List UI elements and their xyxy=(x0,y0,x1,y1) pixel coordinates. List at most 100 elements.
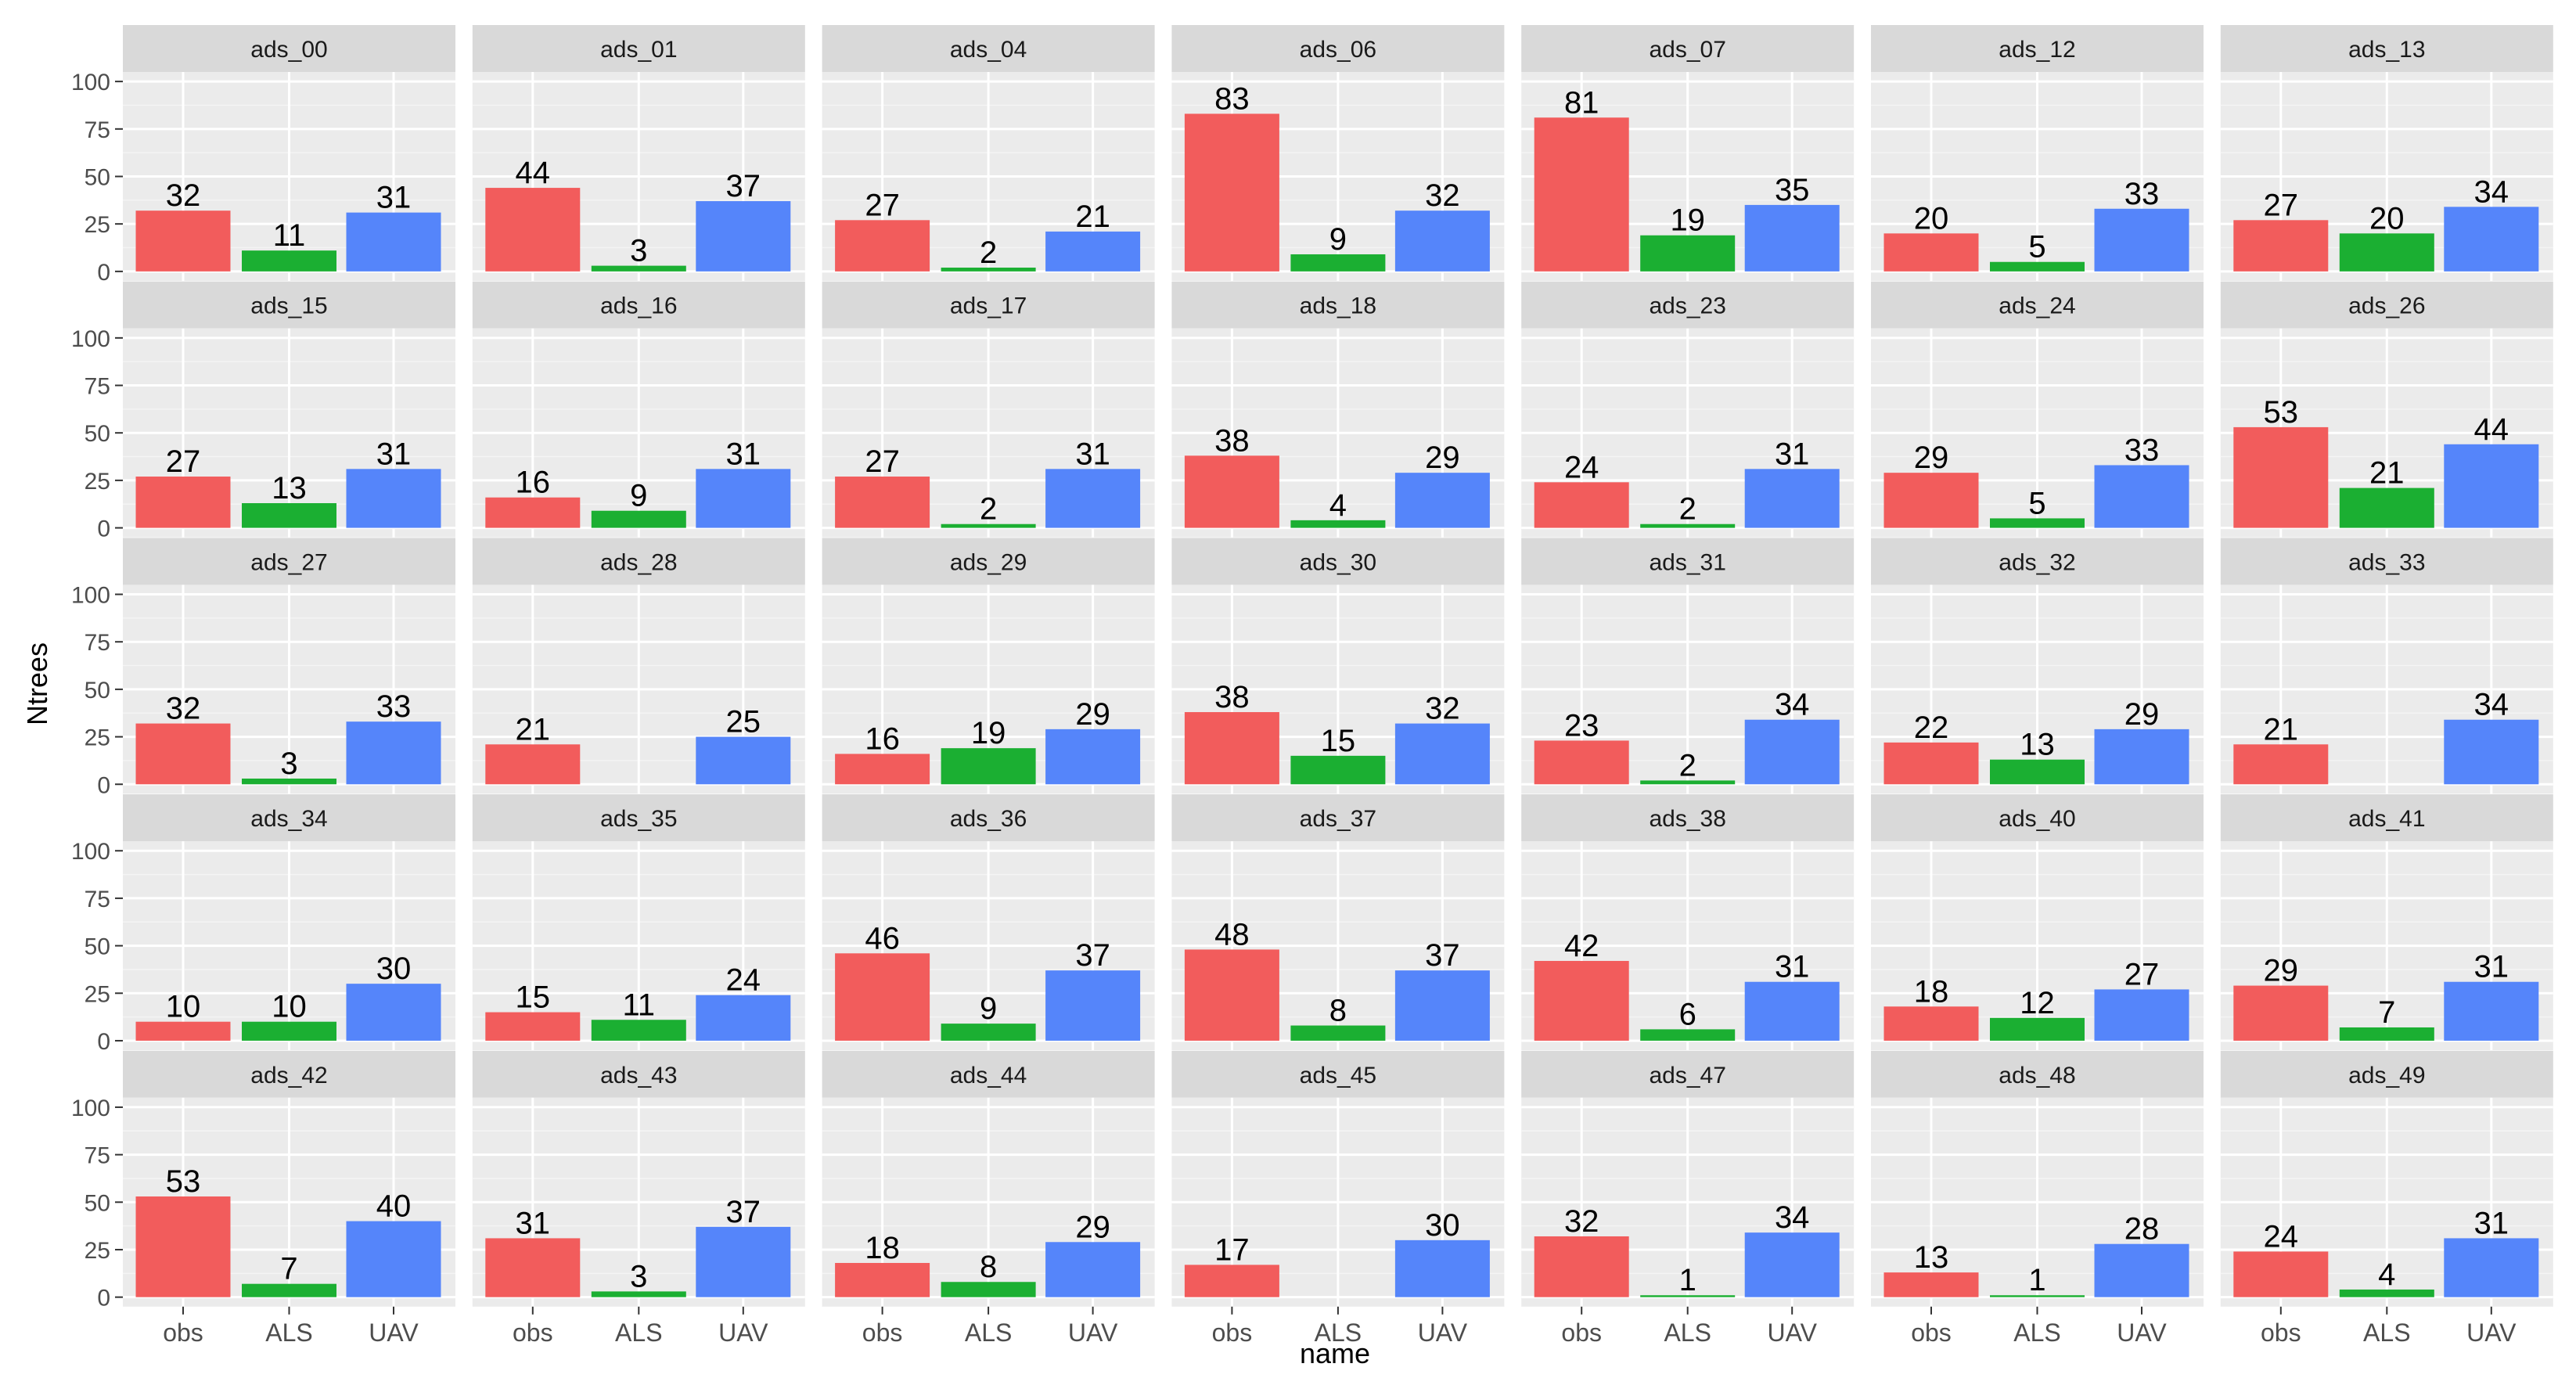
bar-value-label: 33 xyxy=(2124,177,2160,211)
facet-strip xyxy=(822,794,1155,842)
bar-value-label: 27 xyxy=(2264,188,2299,222)
bar-value-label: 9 xyxy=(980,991,997,1026)
bar-value-label: 17 xyxy=(1214,1232,1250,1267)
bar-als xyxy=(1990,518,2085,528)
facet-panel: ads_01 44 3 37 xyxy=(472,25,805,281)
facet-strip xyxy=(822,538,1155,585)
y-tick-label: 50 xyxy=(85,165,110,191)
facet-label: ads_38 xyxy=(1649,806,1725,832)
bar-als xyxy=(1290,254,1386,272)
facet-panel: ads_23 24 2 31 xyxy=(1521,281,1855,538)
facet-strip xyxy=(2220,794,2553,842)
facet-label: ads_44 xyxy=(950,1063,1027,1088)
bar-value-label: 48 xyxy=(1214,917,1250,952)
facet-strip xyxy=(123,538,455,585)
facet-panel: ads_13 27 20 34 xyxy=(2220,25,2553,281)
y-tick-label: 25 xyxy=(85,212,110,238)
bar-uav xyxy=(1394,1239,1490,1297)
bar-value-label: 16 xyxy=(516,466,551,500)
facet-strip xyxy=(2220,25,2553,72)
facet-panel: ads_45 17 30 xyxy=(1171,1050,1505,1307)
y-tick-label: 75 xyxy=(85,117,110,143)
bar-value-label: 1 xyxy=(1679,1263,1696,1297)
bar-value-label: 31 xyxy=(1775,950,1810,984)
facet-panel: ads_44 18 8 29 xyxy=(822,1050,1155,1307)
facet-label: ads_30 xyxy=(1300,549,1376,575)
bar-uav xyxy=(1394,473,1490,528)
bar-als xyxy=(1640,780,1736,785)
facet-label: ads_42 xyxy=(250,1063,327,1088)
bar-value-label: 21 xyxy=(516,712,551,747)
facet-strip xyxy=(2220,538,2553,585)
bar-value-label: 27 xyxy=(865,444,900,479)
x-tick-label: ALS xyxy=(965,1319,1012,1347)
bar-uav xyxy=(1744,204,1840,272)
bar-als xyxy=(2339,233,2434,272)
bar-uav xyxy=(2444,207,2539,272)
bar-value-label: 29 xyxy=(1425,441,1460,475)
facet-strip xyxy=(1521,538,1855,585)
bar-als xyxy=(242,1283,336,1297)
facet-label: ads_43 xyxy=(600,1063,677,1088)
bar-value-label: 27 xyxy=(166,444,201,479)
bar-value-label: 1 xyxy=(2028,1263,2045,1297)
bar-value-label: 38 xyxy=(1214,423,1250,458)
bar-obs xyxy=(2233,985,2329,1041)
bar-value-label: 29 xyxy=(2264,954,2299,988)
bar-value-label: 38 xyxy=(1214,680,1250,714)
bar-value-label: 19 xyxy=(971,716,1006,750)
facet-panel: ads_29 16 19 29 xyxy=(822,538,1155,794)
bar-value-label: 24 xyxy=(1564,450,1599,484)
bar-als xyxy=(941,1282,1036,1297)
bar-obs xyxy=(2233,1251,2329,1297)
bar-als xyxy=(2339,1289,2434,1297)
bar-als xyxy=(2339,1027,2434,1041)
bar-als xyxy=(1990,261,2085,272)
bar-als xyxy=(591,1020,686,1041)
bar-uav xyxy=(346,469,441,528)
bar-obs xyxy=(1883,473,1979,528)
facet-panel: ads_07 81 19 35 xyxy=(1521,25,1855,281)
bar-uav xyxy=(346,1221,441,1297)
facet-panel: ads_41 29 7 31 xyxy=(2220,794,2553,1051)
bar-obs xyxy=(1534,740,1629,785)
facet-panel: ads_12 20 5 33 xyxy=(1871,25,2204,281)
bar-value-label: 31 xyxy=(516,1206,551,1240)
x-tick-label: obs xyxy=(1212,1319,1253,1347)
facet-strip xyxy=(472,281,805,329)
y-tick-label: 25 xyxy=(85,981,110,1007)
bar-uav xyxy=(1045,1242,1141,1297)
bar-uav xyxy=(696,736,791,785)
bar-obs xyxy=(485,188,581,272)
facet-panel: ads_48 13 1 28 xyxy=(1871,1050,2204,1307)
bar-value-label: 31 xyxy=(1775,437,1810,471)
facet-strip xyxy=(1521,1050,1855,1098)
bar-value-label: 32 xyxy=(1425,692,1460,726)
y-tick-label: 0 xyxy=(97,1286,110,1311)
x-tick-label: UAV xyxy=(1068,1319,1118,1347)
bar-value-label: 8 xyxy=(1329,994,1347,1028)
bar-uav xyxy=(696,469,791,528)
facet-strip xyxy=(123,281,455,329)
bar-value-label: 32 xyxy=(1564,1204,1599,1239)
bar-value-label: 27 xyxy=(2124,957,2160,991)
bar-uav xyxy=(346,721,441,785)
x-tick-label: obs xyxy=(862,1319,903,1347)
bar-value-label: 15 xyxy=(516,980,551,1015)
bar-value-label: 37 xyxy=(1425,938,1460,973)
y-tick-label: 50 xyxy=(85,421,110,447)
bar-value-label: 4 xyxy=(2378,1257,2395,1292)
facet-panel: ads_24 29 5 33 xyxy=(1871,281,2204,538)
bar-uav xyxy=(1744,1232,1840,1297)
bar-als xyxy=(1640,1029,1736,1041)
bar-value-label: 28 xyxy=(2124,1212,2160,1247)
facet-strip xyxy=(123,25,455,72)
bar-value-label: 29 xyxy=(1075,697,1110,732)
bar-uav xyxy=(1394,210,1490,272)
facet-label: ads_16 xyxy=(600,293,677,319)
bar-als xyxy=(1990,1295,2085,1297)
bar-value-label: 25 xyxy=(726,705,761,739)
facet-strip xyxy=(1521,25,1855,72)
bar-obs xyxy=(2233,744,2329,785)
bar-value-label: 20 xyxy=(1914,201,1949,236)
